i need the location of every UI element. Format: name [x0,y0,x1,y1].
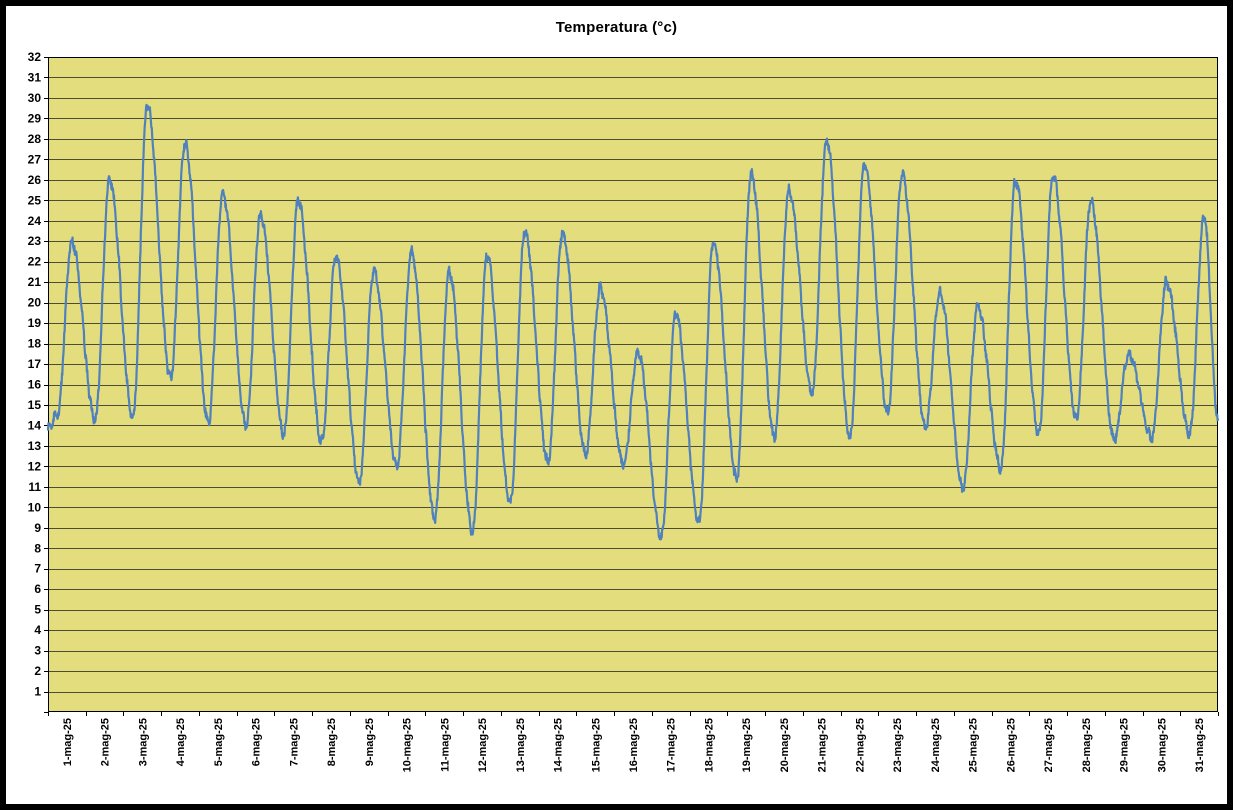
axis-tick-marks [44,57,1219,716]
y-axis-tick-label: 22 [28,255,42,269]
x-axis-tick-label: 4-mag-25 [175,718,187,766]
y-axis-tick-label: 2 [34,664,41,678]
y-axis-tick-label: 18 [28,337,42,351]
x-axis-tick-label: 1-mag-25 [62,718,74,766]
x-axis-tick-label: 29-mag-25 [1119,718,1131,772]
chart-title: Temperatura (°c) [555,19,678,36]
y-axis-tick-label: 8 [34,541,41,555]
x-axis-tick-label: 21-mag-25 [817,718,829,772]
y-axis-tick-label: 15 [28,398,42,412]
y-axis-tick-label: 9 [34,521,41,535]
y-axis-tick-label: 13 [28,439,42,453]
x-axis-tick-label: 6-mag-25 [251,718,263,766]
x-axis-tick-label: 12-mag-25 [477,718,489,772]
y-axis-tick-label: 27 [28,152,42,166]
x-axis-tick-label: 14-mag-25 [553,718,565,772]
y-axis-tick-label: 7 [34,562,41,576]
y-axis-tick-label: 20 [28,296,42,310]
y-axis-tick-label: 28 [28,132,42,146]
x-axis-tick-label: 9-mag-25 [364,718,376,766]
x-axis-tick-label: 23-mag-25 [892,718,904,772]
x-axis-tick-label: 3-mag-25 [137,718,149,766]
x-axis-tick-label: 31-mag-25 [1194,718,1206,772]
x-axis-tick-label: 26-mag-25 [1005,718,1017,772]
y-axis-tick-label: 21 [28,275,42,289]
y-axis-tick-label: 5 [34,603,41,617]
y-axis-tick-label: 24 [28,214,42,228]
x-axis-tick-label: 7-mag-25 [288,718,300,766]
y-axis-tick-label: 32 [28,50,42,64]
x-axis-tick-label: 24-mag-25 [930,718,942,772]
y-axis-tick-label: 26 [28,173,42,187]
y-axis-tick-label: 31 [28,70,42,84]
x-axis-tick-label: 19-mag-25 [741,718,753,772]
y-axis-tick-label: 3 [34,644,41,658]
x-axis-labels: 1-mag-25 2-mag-25 3-mag-25 4-mag-25 5-mag-25… [62,718,1206,772]
x-axis-tick-label: 27-mag-25 [1043,718,1055,772]
x-axis-tick-label: 10-mag-25 [402,718,414,772]
x-axis-tick-label: 11-mag-25 [439,718,451,772]
x-axis-tick-label: 13-mag-25 [515,718,527,772]
y-axis-labels: 1234567891011121314151617181920212223242… [28,50,42,699]
x-axis-tick-label: 15-mag-25 [590,718,602,772]
y-axis-tick-label: 11 [28,480,41,494]
x-axis-tick-label: 20-mag-25 [779,718,791,772]
y-axis-tick-label: 30 [28,91,42,105]
y-axis-tick-label: 4 [34,623,41,637]
y-axis-tick-label: 1 [34,685,41,699]
y-axis-tick-label: 14 [28,418,42,432]
x-axis-tick-label: 16-mag-25 [628,718,640,772]
y-axis-tick-label: 12 [28,459,42,473]
y-axis-tick-label: 19 [28,316,42,330]
x-axis-tick-label: 25-mag-25 [968,718,980,772]
y-axis-tick-label: 23 [28,234,42,248]
x-axis-tick-label: 18-mag-25 [703,718,715,772]
y-axis-tick-label: 17 [28,357,42,371]
horizontal-gridlines [48,77,1218,693]
x-axis-tick-label: 5-mag-25 [213,718,225,766]
x-axis-tick-label: 8-mag-25 [326,718,338,766]
plot-area-border [48,57,1218,712]
x-axis-tick-label: 22-mag-25 [854,718,866,772]
x-axis-tick-label: 17-mag-25 [666,718,678,772]
y-axis-tick-label: 25 [28,193,42,207]
x-axis-tick-label: 28-mag-25 [1081,718,1093,772]
temperature-series-line [46,103,1220,541]
y-axis-tick-label: 6 [34,582,41,596]
x-axis-tick-label: 2-mag-25 [100,718,112,766]
temperature-chart: 1234567891011121314151617181920212223242… [28,50,1220,772]
x-axis-tick-label: 30-mag-25 [1156,718,1168,772]
y-axis-tick-label: 29 [28,111,42,125]
y-axis-tick-label: 10 [28,500,42,514]
y-axis-tick-label: 16 [28,378,42,392]
